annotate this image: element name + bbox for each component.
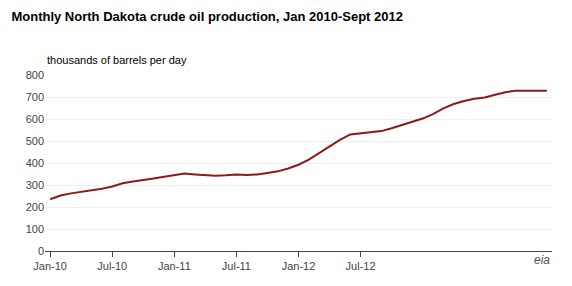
svg-text:0: 0 — [38, 245, 44, 257]
svg-text:500: 500 — [26, 135, 44, 147]
svg-text:300: 300 — [26, 179, 44, 191]
svg-text:Jul-11: Jul-11 — [222, 260, 251, 272]
svg-text:Jan-12: Jan-12 — [282, 260, 316, 272]
svg-text:Jul-12: Jul-12 — [346, 260, 376, 272]
svg-text:thousands of barrels per day: thousands of barrels per day — [47, 54, 187, 66]
svg-text:Jul-10: Jul-10 — [97, 260, 127, 272]
svg-text:400: 400 — [26, 157, 44, 169]
svg-text:Monthly North Dakota crude oil: Monthly North Dakota crude oil productio… — [11, 9, 403, 24]
svg-text:Jan-10: Jan-10 — [33, 260, 67, 272]
svg-text:Jan-11: Jan-11 — [158, 260, 191, 272]
svg-text:600: 600 — [26, 113, 44, 125]
svg-text:800: 800 — [26, 69, 44, 81]
svg-text:200: 200 — [26, 201, 44, 213]
svg-text:100: 100 — [26, 223, 44, 235]
svg-text:eia: eia — [534, 253, 550, 267]
svg-text:700: 700 — [26, 91, 44, 103]
